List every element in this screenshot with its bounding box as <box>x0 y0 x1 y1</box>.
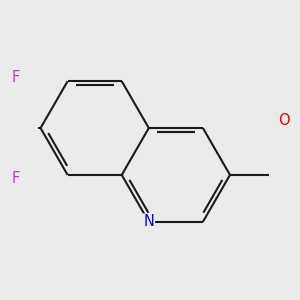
Text: O: O <box>278 113 290 128</box>
Text: F: F <box>11 70 20 85</box>
Text: N: N <box>143 214 154 229</box>
Text: F: F <box>11 171 20 186</box>
